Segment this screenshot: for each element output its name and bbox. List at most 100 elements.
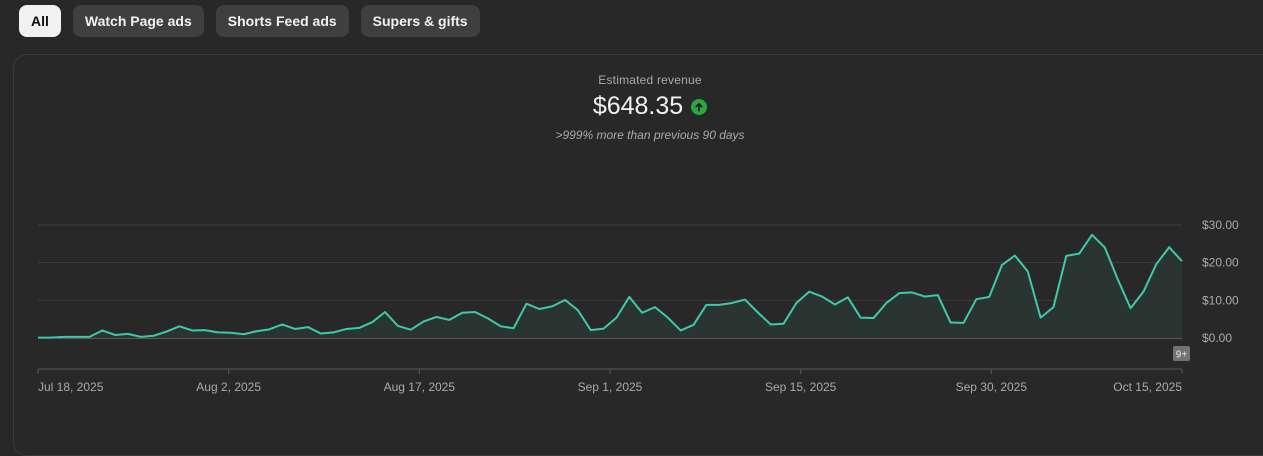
data-point[interactable] <box>1012 253 1018 259</box>
filter-chip-shorts-feed-ads[interactable]: Shorts Feed ads <box>215 5 349 37</box>
data-point[interactable] <box>909 289 915 295</box>
data-point[interactable] <box>1128 305 1134 311</box>
data-point[interactable] <box>883 300 889 306</box>
data-point[interactable] <box>1153 261 1159 267</box>
data-point[interactable] <box>1102 245 1108 251</box>
data-point[interactable] <box>703 302 709 308</box>
data-point[interactable] <box>1063 253 1069 259</box>
data-point[interactable] <box>755 309 761 315</box>
data-point[interactable] <box>382 309 388 315</box>
data-point[interactable] <box>189 327 195 333</box>
x-tick-label: Aug 2, 2025 <box>196 380 261 394</box>
data-point[interactable] <box>575 307 581 313</box>
data-point[interactable] <box>125 331 131 337</box>
data-point[interactable] <box>1025 268 1031 274</box>
data-point[interactable] <box>331 329 337 335</box>
x-tick-label: Jul 18, 2025 <box>38 380 104 394</box>
data-point[interactable] <box>832 301 838 307</box>
data-point[interactable] <box>151 333 157 339</box>
data-point[interactable] <box>138 334 144 340</box>
data-point[interactable] <box>665 315 671 321</box>
data-point[interactable] <box>433 314 439 320</box>
data-point[interactable] <box>459 310 465 316</box>
data-point[interactable] <box>639 310 645 316</box>
data-point[interactable] <box>1140 289 1146 295</box>
data-point[interactable] <box>858 315 864 321</box>
revenue-chart: $0.00 $10.00 $20.00 $30.00 Jul 18, 2025 Aug … <box>35 218 1239 394</box>
data-point[interactable] <box>1089 232 1095 238</box>
data-point[interactable] <box>935 292 941 298</box>
data-point[interactable] <box>215 329 221 335</box>
data-point[interactable] <box>896 290 902 296</box>
data-point[interactable] <box>1050 304 1056 310</box>
data-point[interactable] <box>781 321 787 327</box>
more-annotations-badge[interactable]: 9+ <box>1173 346 1190 361</box>
data-point[interactable] <box>35 335 41 341</box>
data-point[interactable] <box>318 330 324 336</box>
data-point[interactable] <box>176 323 182 329</box>
data-point[interactable] <box>1166 244 1172 250</box>
data-point[interactable] <box>562 297 568 303</box>
data-point[interactable] <box>356 325 362 331</box>
data-point[interactable] <box>601 326 607 332</box>
data-point[interactable] <box>472 309 478 315</box>
data-point[interactable] <box>254 328 260 334</box>
data-point[interactable] <box>626 294 632 300</box>
data-point[interactable] <box>948 320 954 326</box>
data-point[interactable] <box>793 300 799 306</box>
data-point[interactable] <box>446 317 452 323</box>
data-point[interactable] <box>986 294 992 300</box>
data-point[interactable] <box>588 327 594 333</box>
data-point[interactable] <box>421 318 427 324</box>
data-point[interactable] <box>973 296 979 302</box>
data-point[interactable] <box>61 334 67 340</box>
data-point[interactable] <box>729 300 735 306</box>
data-point[interactable] <box>652 304 658 310</box>
x-tick-label: Sep 30, 2025 <box>956 380 1028 394</box>
data-point[interactable] <box>228 330 234 336</box>
data-point[interactable] <box>1038 315 1044 321</box>
data-point[interactable] <box>74 334 80 340</box>
data-point[interactable] <box>960 320 966 326</box>
data-point[interactable] <box>266 326 272 332</box>
filter-chip-watch-page-ads[interactable]: Watch Page ads <box>72 5 204 37</box>
filter-chip-supers-gifts[interactable]: Supers & gifts <box>360 5 480 37</box>
data-point[interactable] <box>678 327 684 333</box>
data-point[interactable] <box>408 327 414 333</box>
data-point[interactable] <box>1179 258 1185 264</box>
data-point[interactable] <box>819 294 825 300</box>
data-point[interactable] <box>871 315 877 321</box>
data-point[interactable] <box>806 289 812 295</box>
data-point[interactable] <box>343 326 349 332</box>
data-point[interactable] <box>691 322 697 328</box>
data-point[interactable] <box>485 315 491 321</box>
data-point[interactable] <box>742 297 748 303</box>
data-point[interactable] <box>241 331 247 337</box>
data-point[interactable] <box>48 335 54 341</box>
data-point[interactable] <box>716 302 722 308</box>
data-point[interactable] <box>369 319 375 325</box>
data-point[interactable] <box>1076 251 1082 257</box>
data-point[interactable] <box>549 303 555 309</box>
data-point[interactable] <box>511 325 517 331</box>
data-point[interactable] <box>768 321 774 327</box>
data-point[interactable] <box>305 324 311 330</box>
data-point[interactable] <box>292 326 298 332</box>
data-point[interactable] <box>1115 276 1121 282</box>
metric-value-row: $648.35 <box>593 92 708 121</box>
data-point[interactable] <box>202 327 208 333</box>
data-point[interactable] <box>523 301 529 307</box>
data-point[interactable] <box>279 321 285 327</box>
data-point[interactable] <box>536 306 542 312</box>
data-point[interactable] <box>99 327 105 333</box>
data-point[interactable] <box>112 332 118 338</box>
data-point[interactable] <box>845 294 851 300</box>
data-point[interactable] <box>498 323 504 329</box>
filter-chip-all[interactable]: All <box>19 5 61 37</box>
data-point[interactable] <box>922 294 928 300</box>
data-point[interactable] <box>613 315 619 321</box>
data-point[interactable] <box>999 262 1005 268</box>
data-point[interactable] <box>86 334 92 340</box>
data-point[interactable] <box>395 323 401 329</box>
data-point[interactable] <box>164 329 170 335</box>
